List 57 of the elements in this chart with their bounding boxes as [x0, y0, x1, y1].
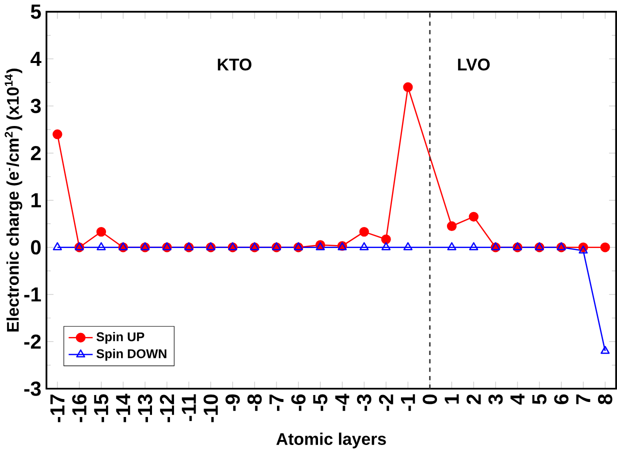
legend-label: Spin UP — [96, 332, 144, 344]
x-tick-label: -13 — [138, 394, 152, 422]
x-tick-label: -6 — [291, 394, 306, 411]
x-tick-label: -5 — [313, 394, 328, 411]
x-tick-label: -15 — [94, 394, 108, 422]
x-tick-label: -2 — [378, 394, 394, 411]
y-tick-label: -1 — [24, 287, 41, 302]
x-tick-label: 4 — [510, 394, 524, 405]
annotation: LVO — [458, 58, 490, 70]
legend-label: Spin DOWN — [96, 348, 166, 361]
y-tick-label: 4 — [30, 52, 42, 66]
point — [96, 226, 106, 237]
x-tick-label: -1 — [400, 394, 415, 411]
point — [600, 242, 610, 252]
point — [359, 226, 369, 237]
y-axis-title: Electronic charge (e$^{-}$/cm$^{2}$) (x10$^{14}$) — [4, 68, 22, 332]
point — [382, 242, 391, 250]
x-tick-label: 1 — [444, 394, 459, 404]
y-tick-label: 3 — [30, 98, 41, 114]
point — [52, 129, 62, 140]
x-tick-label: 0 — [422, 394, 438, 404]
y-tick-label: 0 — [31, 240, 41, 255]
annotation: KTO — [218, 58, 252, 70]
point — [447, 242, 456, 250]
point — [381, 234, 391, 244]
point — [469, 242, 478, 250]
x-tick-label: 3 — [488, 394, 503, 404]
x-tick-label: -12 — [160, 394, 174, 422]
x-tick-label: -14 — [116, 394, 130, 422]
x-tick-label: -10 — [204, 394, 218, 422]
x-tick-label: -4 — [335, 394, 350, 411]
x-tick-label: -16 — [72, 394, 86, 422]
x-tick-label: -8 — [247, 394, 262, 411]
point — [403, 242, 412, 250]
y-tick-label: 1 — [31, 193, 41, 208]
y-tick-label: 5 — [30, 4, 41, 19]
point — [446, 221, 457, 231]
point — [360, 242, 369, 250]
x-tick-label: -9 — [226, 394, 240, 411]
point — [403, 82, 413, 92]
point — [600, 346, 610, 354]
y-tick-label: -2 — [24, 334, 41, 349]
x-tick-label: -11 — [182, 394, 196, 422]
x-tick-label: 2 — [466, 394, 481, 404]
x-tick-label: -3 — [356, 394, 372, 411]
point — [96, 242, 106, 250]
y-tick-label: 2 — [30, 146, 41, 160]
x-tick-label: 6 — [554, 394, 568, 404]
point — [468, 212, 479, 222]
point — [52, 242, 62, 250]
x-tick-label: 5 — [532, 394, 546, 404]
x-tick-label: -17 — [50, 394, 64, 422]
x-tick-label: 8 — [598, 394, 612, 404]
x-axis-title: Atomic layers — [276, 432, 386, 448]
x-tick-label: 7 — [576, 394, 590, 404]
point — [578, 246, 588, 254]
x-tick-label: -7 — [270, 394, 284, 411]
